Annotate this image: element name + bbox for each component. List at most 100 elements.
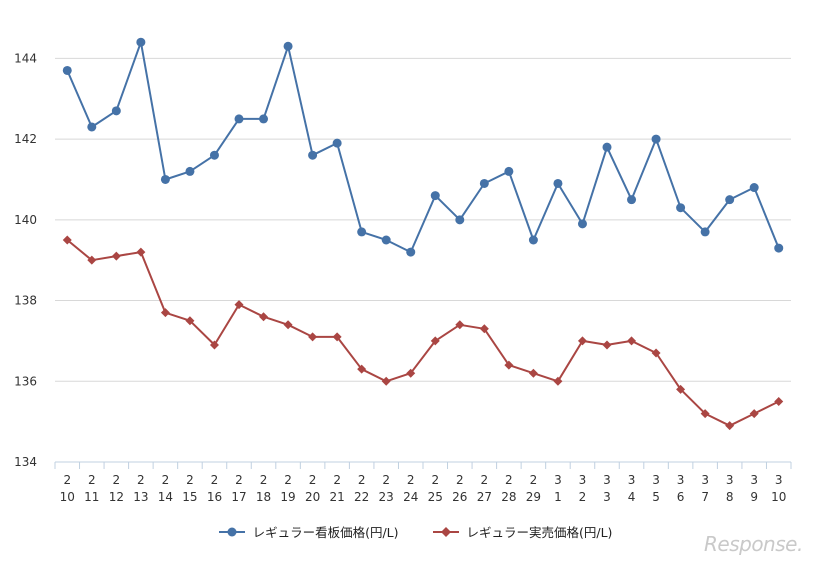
x-tick-label-month: 2 xyxy=(235,473,243,487)
data-point-series-2 xyxy=(430,336,440,346)
data-point-series-2 xyxy=(87,255,97,265)
data-point-series-2 xyxy=(283,320,293,330)
data-point-series-2 xyxy=(627,336,637,346)
x-tick-label-day: 24 xyxy=(403,490,418,504)
x-tick-label-day: 18 xyxy=(256,490,271,504)
series-line-2 xyxy=(66,239,780,427)
data-point-series-1 xyxy=(160,174,170,184)
x-tick-label-day: 13 xyxy=(133,490,148,504)
x-tick-label-month: 2 xyxy=(481,473,489,487)
data-point-series-2 xyxy=(553,376,563,386)
data-point-series-1 xyxy=(283,41,293,51)
data-point-series-2 xyxy=(357,364,367,374)
x-tick-label-month: 3 xyxy=(628,473,636,487)
x-tick-label-day: 26 xyxy=(452,490,467,504)
data-point-series-1 xyxy=(504,166,514,176)
x-tick-label-day: 15 xyxy=(182,490,197,504)
y-tick-label: 138 xyxy=(14,294,37,308)
data-point-series-2 xyxy=(381,376,391,386)
data-point-series-1 xyxy=(627,195,637,205)
x-tick-label-day: 8 xyxy=(726,490,734,504)
x-tick-label-month: 3 xyxy=(701,473,709,487)
data-point-series-1 xyxy=(553,178,563,188)
data-point-series-2 xyxy=(700,409,710,419)
data-point-series-2 xyxy=(332,332,342,342)
x-tick-label-day: 6 xyxy=(677,490,685,504)
data-point-series-2 xyxy=(234,300,244,310)
x-tick-label-day: 2 xyxy=(579,490,587,504)
data-point-series-2 xyxy=(62,235,72,245)
x-tick-label-day: 16 xyxy=(207,490,222,504)
legend-item-series-1[interactable]: レギュラー看板価格(円/L) xyxy=(218,522,399,541)
data-point-series-1 xyxy=(259,114,269,124)
x-tick-label-month: 2 xyxy=(284,473,292,487)
y-tick-label: 144 xyxy=(14,51,37,65)
y-tick-label: 134 xyxy=(14,455,37,469)
data-point-series-1 xyxy=(62,65,72,75)
x-tick-label-month: 2 xyxy=(162,473,170,487)
data-point-series-1 xyxy=(136,37,146,47)
legend-marker-diamond-icon xyxy=(432,526,459,537)
x-tick-label-month: 2 xyxy=(505,473,513,487)
x-tick-label-month: 2 xyxy=(113,473,121,487)
response-logo-watermark: Response. xyxy=(704,532,803,556)
data-point-series-1 xyxy=(725,195,735,205)
x-tick-label-month: 2 xyxy=(63,473,71,487)
x-tick-label-month: 2 xyxy=(309,473,317,487)
x-tick-label-day: 1 xyxy=(554,490,562,504)
legend-label-series-1: レギュラー看板価格(円/L) xyxy=(252,525,399,540)
data-point-series-1 xyxy=(185,166,195,176)
data-point-series-2 xyxy=(209,340,219,350)
data-point-series-2 xyxy=(725,421,735,431)
x-tick-label-day: 25 xyxy=(428,490,443,504)
legend-item-series-2[interactable]: レギュラー実売価格(円/L) xyxy=(432,522,613,541)
data-point-series-1 xyxy=(676,203,686,213)
data-point-series-2 xyxy=(504,360,514,370)
data-point-series-1 xyxy=(308,150,318,160)
x-tick-label-day: 5 xyxy=(652,490,660,504)
data-point-series-2 xyxy=(749,409,759,419)
data-point-series-2 xyxy=(160,308,170,318)
x-tick-label-month: 2 xyxy=(260,473,268,487)
data-point-series-2 xyxy=(528,368,538,378)
x-tick-label-month: 2 xyxy=(431,473,439,487)
x-tick-label-day: 28 xyxy=(501,490,516,504)
data-point-series-2 xyxy=(602,340,612,350)
x-tick-label-day: 10 xyxy=(771,490,786,504)
data-point-series-1 xyxy=(406,247,416,257)
data-point-series-1 xyxy=(528,235,538,245)
x-tick-label-day: 23 xyxy=(379,490,394,504)
data-point-series-1 xyxy=(651,134,661,144)
legend: レギュラー看板価格(円/L) レギュラー実売価格(円/L) xyxy=(0,522,831,541)
x-tick-label-month: 3 xyxy=(652,473,660,487)
data-point-series-2 xyxy=(676,384,686,394)
x-tick-label-day: 29 xyxy=(526,490,541,504)
x-tick-label-month: 3 xyxy=(750,473,758,487)
data-point-series-1 xyxy=(87,122,97,132)
legend-label-series-2: レギュラー実売価格(円/L) xyxy=(466,525,613,540)
data-point-series-1 xyxy=(577,219,587,229)
data-point-series-1 xyxy=(111,106,121,116)
x-tick-label-day: 11 xyxy=(84,490,99,504)
x-tick-label-day: 4 xyxy=(628,490,636,504)
x-tick-label-month: 3 xyxy=(677,473,685,487)
data-point-series-1 xyxy=(479,178,489,188)
x-tick-label-day: 10 xyxy=(60,490,75,504)
data-point-series-1 xyxy=(430,191,440,201)
data-point-series-1 xyxy=(700,227,710,237)
data-point-series-2 xyxy=(136,247,146,257)
data-point-series-2 xyxy=(651,348,661,358)
data-point-series-2 xyxy=(577,336,587,346)
data-point-series-1 xyxy=(749,183,759,193)
x-tick-label-month: 2 xyxy=(407,473,415,487)
data-point-series-2 xyxy=(774,396,784,406)
data-point-series-2 xyxy=(185,316,195,326)
x-tick-label-day: 21 xyxy=(329,490,344,504)
data-point-series-1 xyxy=(234,114,244,124)
data-point-series-1 xyxy=(602,142,612,152)
x-tick-label-day: 19 xyxy=(280,490,295,504)
x-tick-label-month: 2 xyxy=(186,473,194,487)
x-tick-label-day: 22 xyxy=(354,490,369,504)
x-tick-label-day: 17 xyxy=(231,490,246,504)
x-tick-label-month: 2 xyxy=(456,473,464,487)
